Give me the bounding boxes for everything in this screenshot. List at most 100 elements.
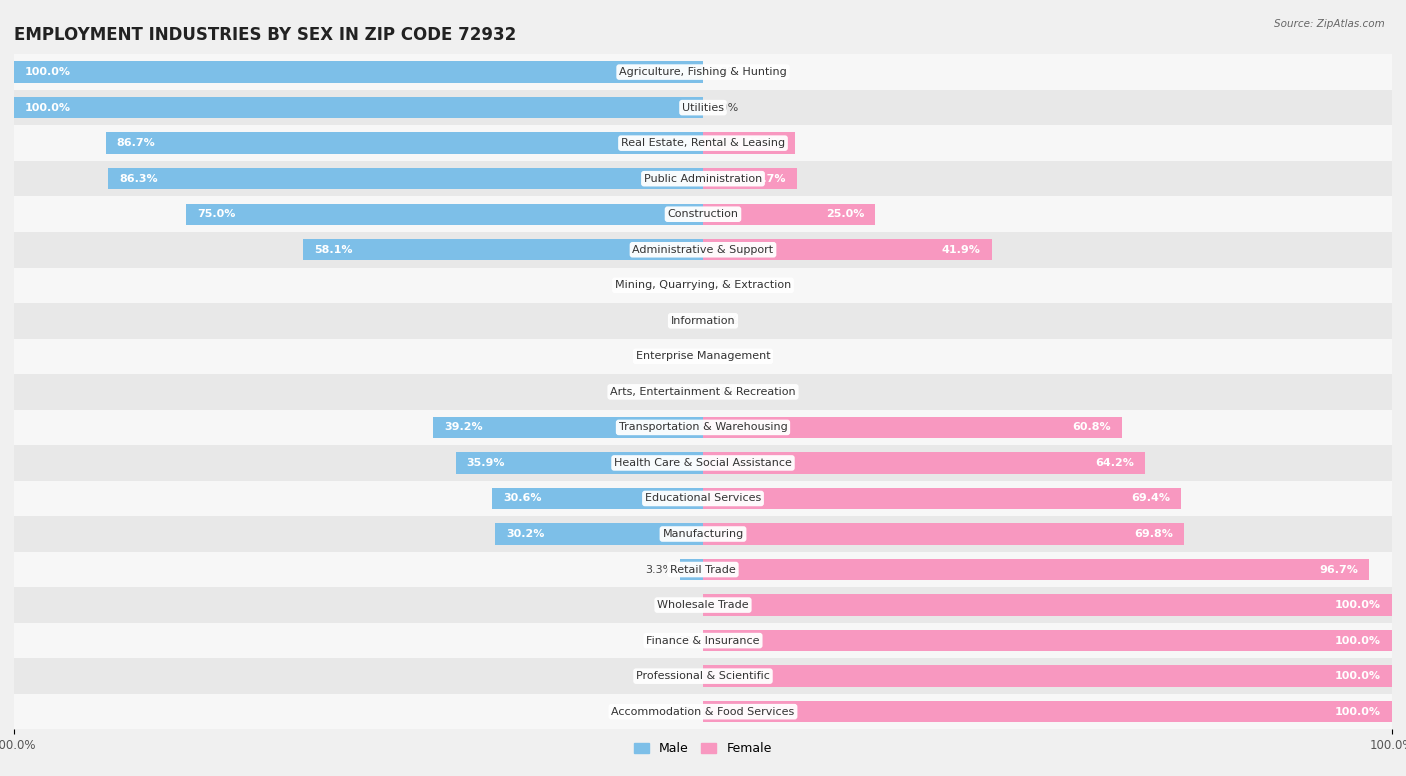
Text: Transportation & Warehousing: Transportation & Warehousing	[619, 422, 787, 432]
Text: Educational Services: Educational Services	[645, 494, 761, 504]
Bar	[14, 97, 703, 118]
Text: 100.0%: 100.0%	[25, 67, 72, 77]
Bar	[456, 452, 703, 473]
Text: Source: ZipAtlas.com: Source: ZipAtlas.com	[1274, 19, 1385, 29]
Text: Wholesale Trade: Wholesale Trade	[657, 600, 749, 610]
Text: 100.0%: 100.0%	[1334, 636, 1381, 646]
Text: 69.8%: 69.8%	[1135, 529, 1173, 539]
Text: 39.2%: 39.2%	[444, 422, 482, 432]
Bar	[0, 90, 1406, 126]
Text: 100.0%: 100.0%	[25, 102, 72, 113]
Text: 64.2%: 64.2%	[1095, 458, 1135, 468]
Bar	[703, 594, 1392, 615]
Bar	[681, 559, 703, 580]
Bar	[433, 417, 703, 438]
Text: EMPLOYMENT INDUSTRIES BY SEX IN ZIP CODE 72932: EMPLOYMENT INDUSTRIES BY SEX IN ZIP CODE…	[14, 26, 516, 44]
Bar	[0, 196, 1406, 232]
Text: Construction: Construction	[668, 210, 738, 219]
Text: 75.0%: 75.0%	[197, 210, 236, 219]
Text: 86.7%: 86.7%	[117, 138, 156, 148]
Text: 35.9%: 35.9%	[467, 458, 505, 468]
Legend: Male, Female: Male, Female	[630, 737, 776, 760]
Bar	[186, 203, 703, 225]
Bar	[0, 552, 1406, 587]
Bar	[703, 168, 797, 189]
Text: Agriculture, Fishing & Hunting: Agriculture, Fishing & Hunting	[619, 67, 787, 77]
Bar	[0, 410, 1406, 445]
Bar	[703, 452, 1146, 473]
Bar	[703, 203, 875, 225]
Text: Information: Information	[671, 316, 735, 326]
Text: 0.0%: 0.0%	[668, 636, 696, 646]
Text: 96.7%: 96.7%	[1319, 565, 1358, 574]
Bar	[703, 701, 1392, 722]
Bar	[495, 523, 703, 545]
Text: 0.0%: 0.0%	[668, 316, 696, 326]
Text: 0.0%: 0.0%	[710, 67, 738, 77]
Bar	[703, 559, 1369, 580]
Bar	[703, 523, 1184, 545]
Text: Health Care & Social Assistance: Health Care & Social Assistance	[614, 458, 792, 468]
Text: 100.0%: 100.0%	[1334, 600, 1381, 610]
Text: 13.3%: 13.3%	[745, 138, 783, 148]
Bar	[0, 54, 1406, 90]
Text: Arts, Entertainment & Recreation: Arts, Entertainment & Recreation	[610, 387, 796, 397]
Text: Public Administration: Public Administration	[644, 174, 762, 184]
Text: 0.0%: 0.0%	[668, 387, 696, 397]
Text: Enterprise Management: Enterprise Management	[636, 352, 770, 362]
Text: 41.9%: 41.9%	[942, 244, 980, 255]
Bar	[703, 666, 1392, 687]
Bar	[0, 338, 1406, 374]
Text: 13.7%: 13.7%	[748, 174, 786, 184]
Text: Utilities: Utilities	[682, 102, 724, 113]
Text: 0.0%: 0.0%	[710, 316, 738, 326]
Bar	[0, 480, 1406, 516]
Bar	[0, 374, 1406, 410]
Text: 30.2%: 30.2%	[506, 529, 544, 539]
Text: 58.1%: 58.1%	[314, 244, 353, 255]
Text: 0.0%: 0.0%	[710, 352, 738, 362]
Bar	[105, 133, 703, 154]
Text: 25.0%: 25.0%	[825, 210, 865, 219]
Text: 86.3%: 86.3%	[120, 174, 157, 184]
Bar	[0, 516, 1406, 552]
Text: Professional & Scientific: Professional & Scientific	[636, 671, 770, 681]
Text: 0.0%: 0.0%	[710, 387, 738, 397]
Bar	[0, 161, 1406, 196]
Text: Mining, Quarrying, & Extraction: Mining, Quarrying, & Extraction	[614, 280, 792, 290]
Text: 100.0%: 100.0%	[1334, 671, 1381, 681]
Bar	[0, 623, 1406, 658]
Bar	[302, 239, 703, 261]
Text: 30.6%: 30.6%	[503, 494, 541, 504]
Text: 0.0%: 0.0%	[668, 280, 696, 290]
Text: 0.0%: 0.0%	[710, 102, 738, 113]
Text: Retail Trade: Retail Trade	[671, 565, 735, 574]
Text: 0.0%: 0.0%	[668, 671, 696, 681]
Bar	[14, 61, 703, 83]
Bar	[0, 126, 1406, 161]
Bar	[703, 417, 1122, 438]
Text: Finance & Insurance: Finance & Insurance	[647, 636, 759, 646]
Text: 0.0%: 0.0%	[668, 352, 696, 362]
Bar	[0, 268, 1406, 303]
Bar	[0, 587, 1406, 623]
Text: Real Estate, Rental & Leasing: Real Estate, Rental & Leasing	[621, 138, 785, 148]
Text: 69.4%: 69.4%	[1130, 494, 1170, 504]
Bar	[0, 303, 1406, 338]
Bar	[703, 488, 1181, 509]
Bar	[492, 488, 703, 509]
Text: Manufacturing: Manufacturing	[662, 529, 744, 539]
Text: Administrative & Support: Administrative & Support	[633, 244, 773, 255]
Bar	[0, 232, 1406, 268]
Text: 0.0%: 0.0%	[668, 707, 696, 717]
Bar	[0, 445, 1406, 480]
Text: 60.8%: 60.8%	[1073, 422, 1111, 432]
Text: 100.0%: 100.0%	[1334, 707, 1381, 717]
Bar	[703, 133, 794, 154]
Bar	[0, 694, 1406, 729]
Bar	[108, 168, 703, 189]
Text: Accommodation & Food Services: Accommodation & Food Services	[612, 707, 794, 717]
Text: 0.0%: 0.0%	[710, 280, 738, 290]
Bar	[703, 239, 991, 261]
Text: 3.3%: 3.3%	[645, 565, 673, 574]
